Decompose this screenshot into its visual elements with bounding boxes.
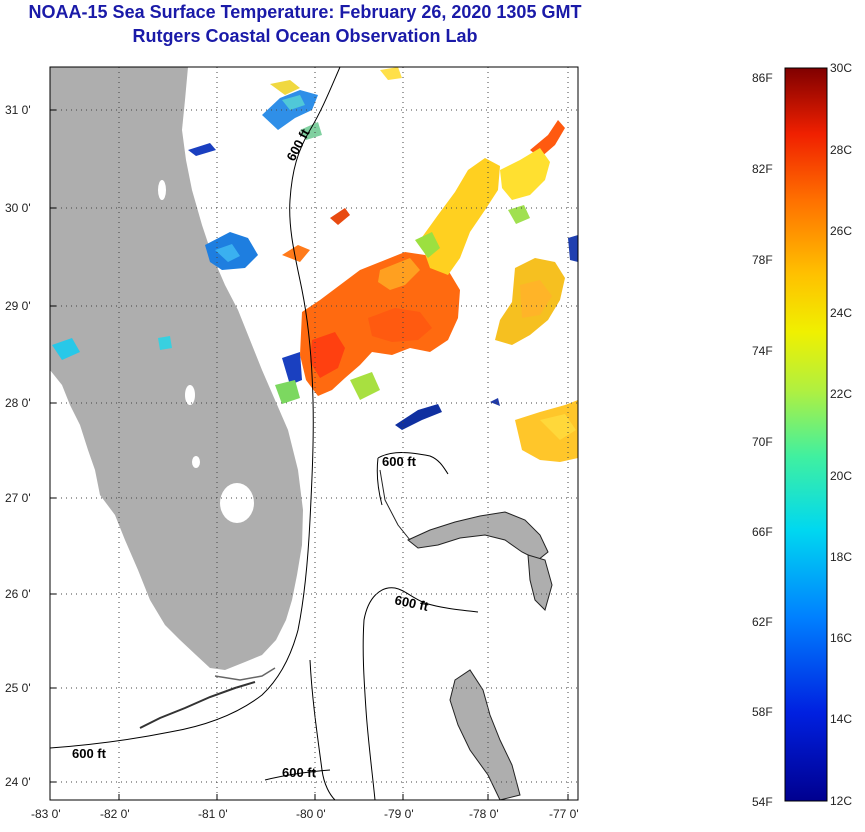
celsius-label: 12C <box>830 794 852 808</box>
celsius-label: 26C <box>830 224 852 238</box>
lake-okeechobee <box>220 483 254 523</box>
sst-data-overlay <box>52 67 578 462</box>
celsius-label: 22C <box>830 387 852 401</box>
lat-label: 28 0' <box>5 396 31 410</box>
frame-ticks <box>50 109 569 800</box>
lon-label: -81 0' <box>198 807 228 821</box>
lat-label: 27 0' <box>5 491 31 505</box>
lat-label: 25 0' <box>5 681 31 695</box>
lon-label: -77 0' <box>549 807 579 821</box>
contour-label: 600 ft <box>72 746 107 761</box>
fahrenheit-label: 66F <box>752 525 773 539</box>
lon-label: -82 0' <box>100 807 130 821</box>
colorbar-gradient <box>784 67 828 802</box>
celsius-label: 20C <box>830 469 852 483</box>
fahrenheit-label: 74F <box>752 344 773 358</box>
fahrenheit-label: 58F <box>752 705 773 719</box>
fahrenheit-label: 62F <box>752 615 773 629</box>
fahrenheit-label: 70F <box>752 435 773 449</box>
lat-label: 24 0' <box>5 775 31 789</box>
andros-island <box>449 669 521 800</box>
inland-lake <box>185 385 195 405</box>
contour-label: 600 ft <box>393 592 430 614</box>
map-frame <box>49 66 579 801</box>
graticule <box>51 67 578 800</box>
fahrenheit-label: 82F <box>752 162 773 176</box>
grand-bahama-island <box>407 511 549 561</box>
celsius-label: 24C <box>830 306 852 320</box>
inland-lake <box>158 180 166 200</box>
lat-label: 30 0' <box>5 201 31 215</box>
lat-label: 26 0' <box>5 587 31 601</box>
lon-label: -79 0' <box>384 807 414 821</box>
celsius-label: 18C <box>830 550 852 564</box>
abaco-island <box>527 554 553 611</box>
celsius-label: 16C <box>830 631 852 645</box>
lon-label: -78 0' <box>469 807 499 821</box>
colorbar-celsius-labels: 30C 28C 26C 24C 22C 20C 18C 16C 14C 12C <box>830 61 852 808</box>
celsius-label: 14C <box>830 712 852 726</box>
fahrenheit-label: 54F <box>752 795 773 809</box>
map-title: NOAA-15 Sea Surface Temperature: Februar… <box>28 2 582 22</box>
lon-label: -80 0' <box>296 807 326 821</box>
celsius-label: 30C <box>830 61 852 75</box>
florida-keys <box>139 681 256 729</box>
contour-label: 600 ft <box>282 765 317 780</box>
contour-label: 600 ft <box>382 454 417 469</box>
lat-label: 29 0' <box>5 299 31 313</box>
colorbar-fahrenheit-labels: 86F 82F 78F 74F 70F 66F 62F 58F 54F <box>752 71 773 809</box>
inland-lake <box>192 456 200 468</box>
bathymetry-contours <box>50 67 479 800</box>
lat-label: 31 0' <box>5 103 31 117</box>
map-subtitle: Rutgers Coastal Ocean Observation Lab <box>132 26 478 46</box>
fahrenheit-label: 86F <box>752 71 773 85</box>
lon-label: -83 0' <box>31 807 61 821</box>
fahrenheit-label: 78F <box>752 253 773 267</box>
celsius-label: 28C <box>830 143 852 157</box>
